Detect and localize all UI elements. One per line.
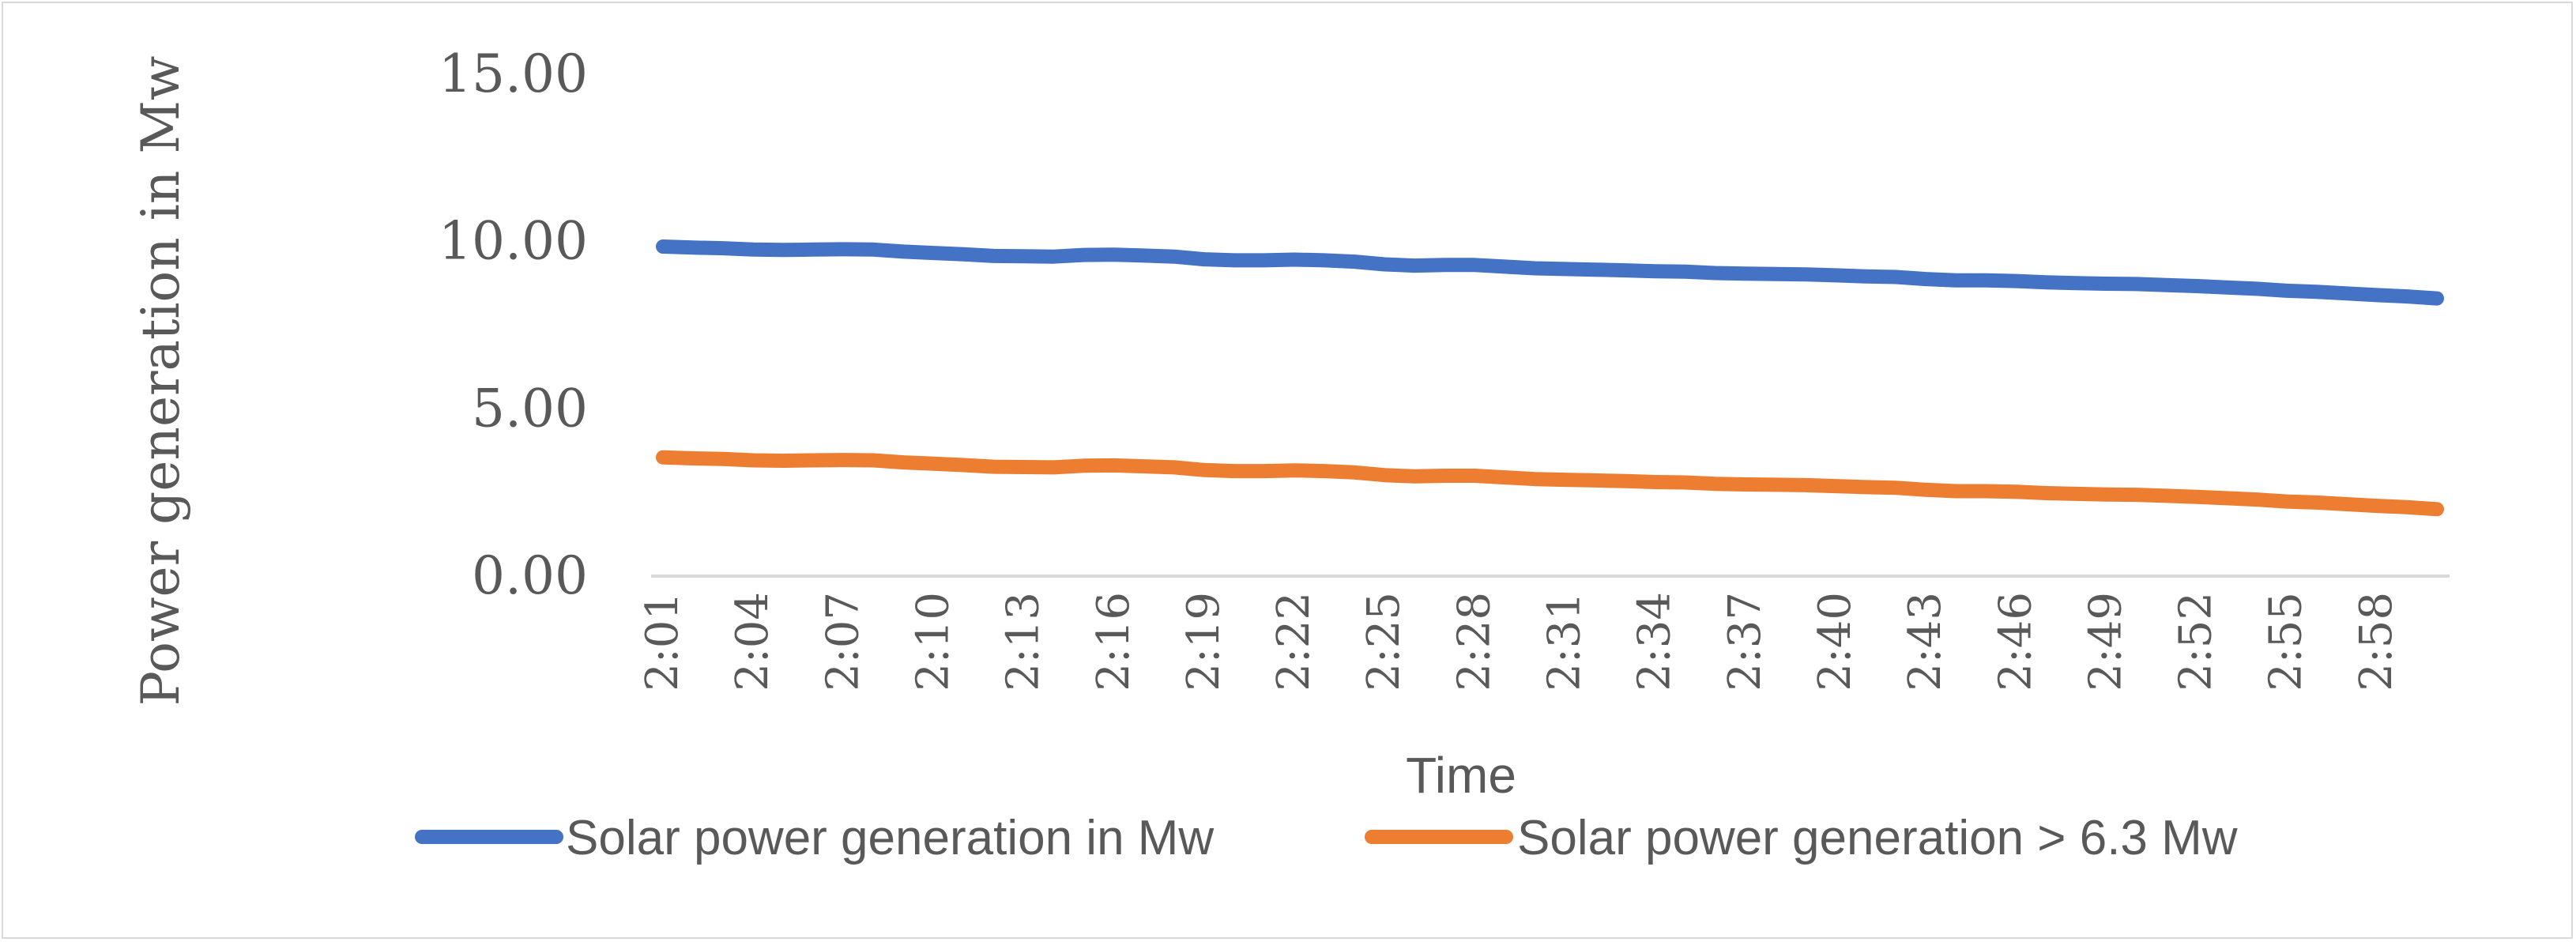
x-tick-label: 2:10 xyxy=(907,592,958,691)
x-tick-label: 2:16 xyxy=(1088,592,1139,691)
y-tick-label: 15.00 xyxy=(439,43,588,104)
y-tick-label: 0.00 xyxy=(472,545,588,606)
x-tick-label: 2:04 xyxy=(727,592,778,691)
x-axis-title: Time xyxy=(1406,747,1516,804)
x-tick-label: 2:49 xyxy=(2080,592,2131,691)
series-line-solar-power-above-threshold xyxy=(656,450,2444,517)
legend: Solar power generation in Mw Solar power… xyxy=(415,811,2238,865)
y-axis-ticks: 0.00 5.00 10.00 15.00 xyxy=(439,43,588,606)
y-axis-title: Power generation in Mw xyxy=(130,56,191,706)
y-tick-label: 5.00 xyxy=(472,378,588,439)
y-tick-label: 10.00 xyxy=(439,211,588,272)
series-layer xyxy=(656,239,2444,517)
x-tick-label: 2:28 xyxy=(1448,592,1500,691)
legend-label-solar-power-above-threshold: Solar power generation > 6.3 Mw xyxy=(1517,811,2238,865)
x-tick-label: 2:55 xyxy=(2261,592,2312,691)
x-tick-label: 2:52 xyxy=(2171,592,2222,691)
x-axis-ticks: 2:01 2:04 2:07 2:10 2:13 2:16 2:19 2:22 2:25 2:28… xyxy=(637,592,2402,691)
x-tick-label: 2:31 xyxy=(1539,592,1591,691)
x-tick-label: 2:19 xyxy=(1178,592,1230,691)
legend-label-solar-power: Solar power generation in Mw xyxy=(566,811,1214,865)
x-tick-label: 2:58 xyxy=(2351,592,2402,691)
x-tick-label: 2:25 xyxy=(1358,592,1410,691)
x-tick-label: 2:40 xyxy=(1810,592,1861,691)
x-tick-label: 2:34 xyxy=(1629,592,1681,691)
series-line-solar-power xyxy=(656,239,2444,306)
x-tick-label: 2:07 xyxy=(817,592,868,691)
x-tick-label: 2:37 xyxy=(1719,592,1771,691)
x-tick-label: 2:13 xyxy=(998,592,1049,691)
x-tick-label: 2:46 xyxy=(1990,592,2041,691)
x-tick-label: 2:22 xyxy=(1268,592,1320,691)
x-tick-label: 2:43 xyxy=(1900,592,1951,691)
x-tick-label: 2:01 xyxy=(637,592,688,691)
